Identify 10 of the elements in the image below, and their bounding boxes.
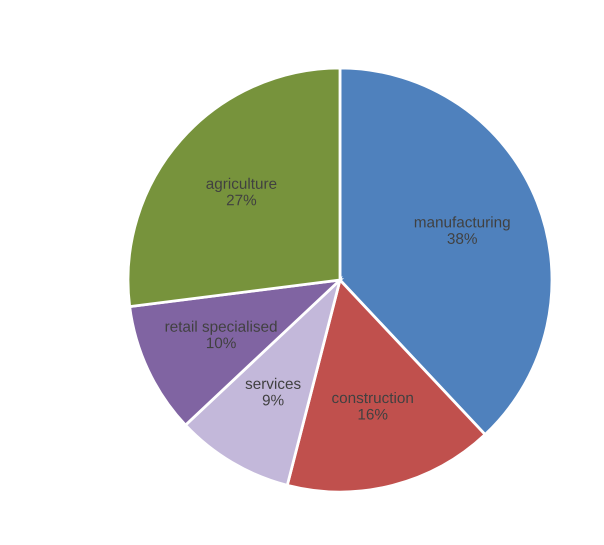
data-label: 16% <box>358 408 388 420</box>
data-label: 27% <box>226 194 256 206</box>
slice-label: retail specialised <box>166 320 277 335</box>
slice-label: services <box>246 378 301 390</box>
slice-label: manufacturing <box>414 216 510 231</box>
slice-label: construction <box>332 392 413 404</box>
data-label: 9% <box>262 394 284 406</box>
slice-label: agriculture <box>206 178 276 192</box>
data-label: 10% <box>206 337 236 348</box>
data-label: 38% <box>448 233 477 244</box>
